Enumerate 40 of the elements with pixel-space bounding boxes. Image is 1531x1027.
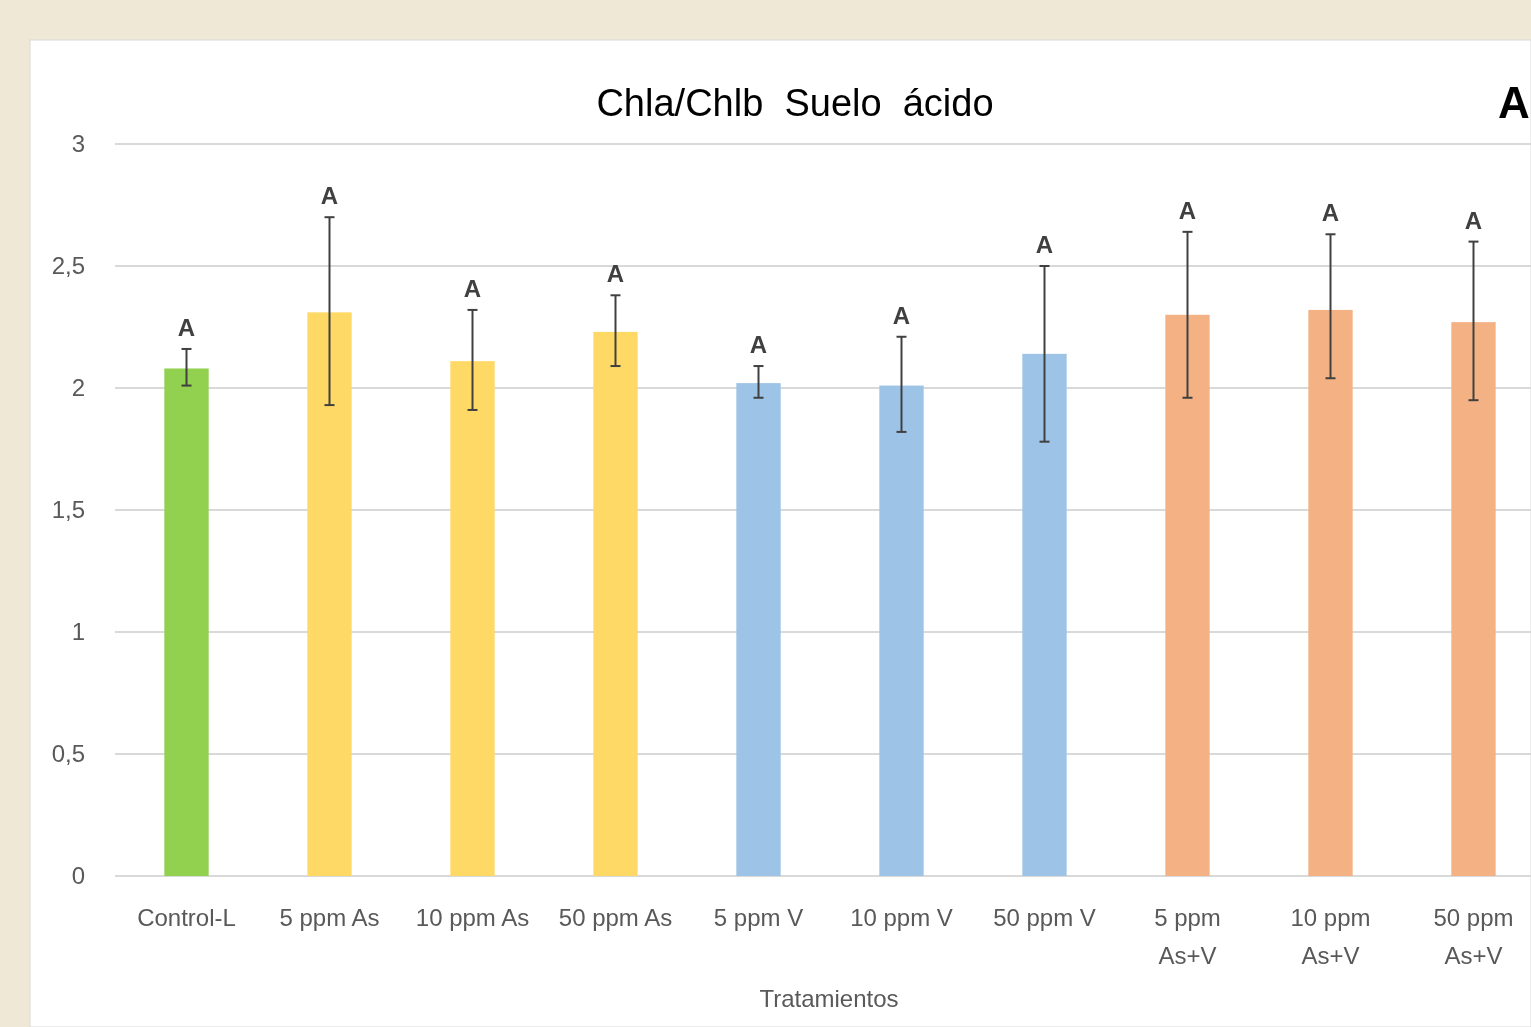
bar: [593, 331, 638, 876]
x-tick-label: Control-L: [137, 904, 236, 931]
x-tick-label: 50 ppm V: [993, 904, 1096, 931]
x-tick-label: 10 ppm As+V: [1290, 904, 1371, 969]
bar: [164, 368, 209, 876]
bar: [879, 385, 924, 876]
bar: [1165, 314, 1210, 876]
annotation: A: [1464, 206, 1483, 234]
y-tick-label: 2,5: [51, 252, 85, 280]
x-tick-label: 5 ppm V: [713, 904, 804, 931]
bar: [307, 312, 352, 876]
chart-title: Chla/Chlb Suelo ácido: [596, 82, 994, 124]
annotation: A: [320, 182, 339, 210]
text: A: [1498, 78, 1530, 127]
bar: [450, 361, 495, 876]
bar: [736, 383, 781, 876]
bar: [1451, 322, 1496, 876]
x-tick-label: 50 ppm As+V: [1433, 904, 1514, 969]
x-tick-label: 5 ppm As+V: [1154, 904, 1221, 969]
annotation: A: [1178, 196, 1197, 224]
y-tick-label: 1,5: [51, 496, 85, 524]
y-tick-label: 3: [71, 130, 85, 158]
annotation: A: [463, 274, 482, 302]
x-tick-label: 5 ppm As: [279, 904, 380, 931]
x-tick-label: 10 ppm V: [850, 904, 953, 931]
y-tick-label: 0: [71, 862, 85, 890]
bar: [1308, 309, 1353, 876]
annotation: A: [606, 260, 625, 288]
y-tick-label: 0,5: [51, 740, 85, 768]
y-tick-label: 1: [71, 618, 85, 646]
annotation: A: [1321, 199, 1340, 227]
annotation: A: [892, 301, 911, 329]
annotation: A: [1035, 231, 1054, 258]
bar: [1022, 353, 1067, 876]
x-tick-label: 50 ppm As: [558, 904, 673, 931]
x-axis-title: Tratamientos: [759, 985, 899, 1012]
annotation: A: [749, 331, 768, 359]
annotation: A: [177, 313, 196, 341]
y-tick-label: 2: [71, 374, 85, 402]
x-tick-label: 10 ppm As: [415, 904, 530, 931]
